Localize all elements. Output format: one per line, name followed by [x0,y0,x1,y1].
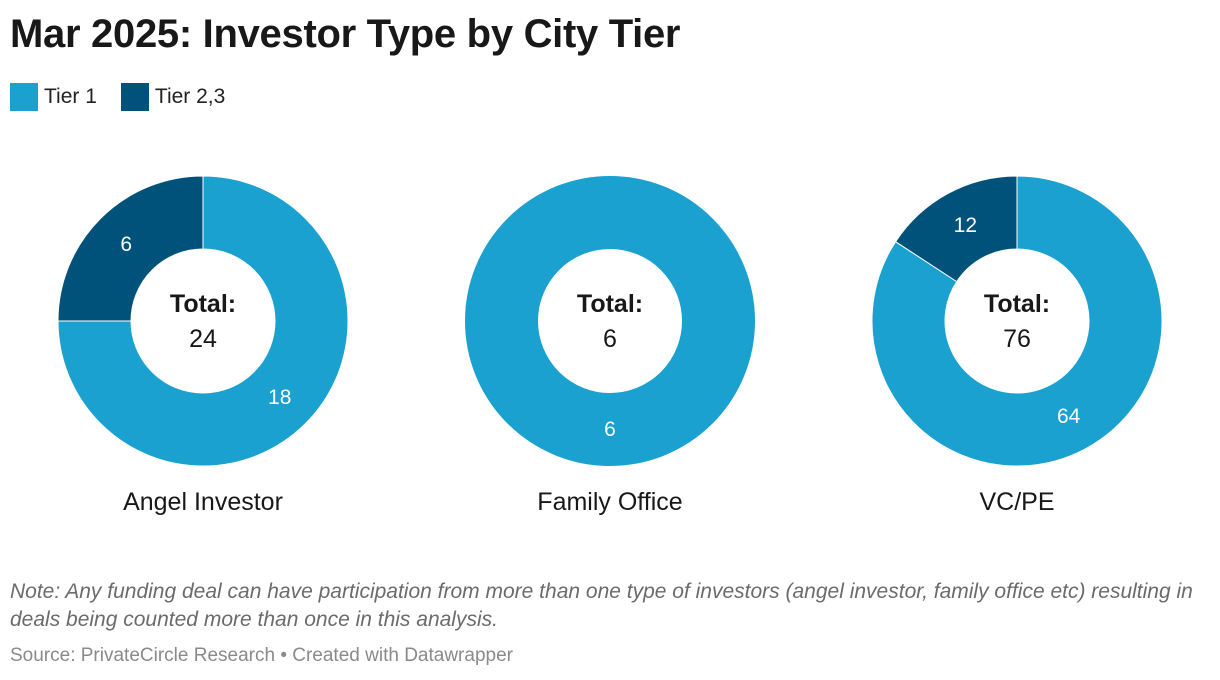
chart-name-angel-investor: Angel Investor [123,488,283,516]
slice-family-office-tier-1 [465,176,755,466]
legend-item-tier-1: Tier 1 [10,83,97,111]
slice-label-angel-investor-tier-1: 18 [268,386,291,409]
legend-swatch-tier-1 [10,83,38,111]
donut-family-office: 6 Total: 6 Family Office [465,176,755,516]
chart-note: Note: Any funding deal can have particip… [10,580,1193,631]
donut-angel-investor: 18 6 Total: 24 Angel Investor [57,175,349,516]
center-total-family-office: 6 [603,325,617,353]
legend-label-tier-1: Tier 1 [44,85,97,108]
slice-label-family-office-tier-1: 6 [604,418,616,441]
chart-name-vc-pe: VC/PE [979,488,1054,516]
slice-angel-investor-tier-2-3 [57,175,204,322]
source-footer: Source: PrivateCircle Research • Created… [10,645,513,666]
slice-label-vc-pe-tier-2-3: 12 [954,214,977,237]
legend: Tier 1 Tier 2,3 [10,83,225,111]
center-total-vc-pe: 76 [1003,325,1031,353]
slice-label-angel-investor-tier-2-3: 6 [120,233,132,256]
chart-title: Mar 2025: Investor Type by City Tier [10,12,681,56]
legend-label-tier-2-3: Tier 2,3 [154,85,226,108]
legend-swatch-tier-2-3 [120,83,149,111]
center-label-vc-pe: Total: [984,290,1050,318]
center-label-family-office: Total: [577,290,643,318]
slice-angel-investor-tier-1 [57,175,349,467]
slice-vc-pe-tier-2-3 [894,175,1018,283]
center-total-angel-investor: 24 [189,325,217,353]
center-label-angel-investor: Total: [170,290,236,318]
donut-vc-pe: 64 12 Total: 76 VC/PE [871,175,1163,516]
slice-vc-pe-tier-1 [871,175,1163,467]
donut-charts: 18 6 Total: 24 Angel Investor 6 Total: 6 Family … [57,175,1163,516]
legend-item-tier-2-3: Tier 2,3 [120,83,226,111]
slice-label-vc-pe-tier-1: 64 [1057,405,1081,428]
chart-name-family-office: Family Office [537,488,682,516]
